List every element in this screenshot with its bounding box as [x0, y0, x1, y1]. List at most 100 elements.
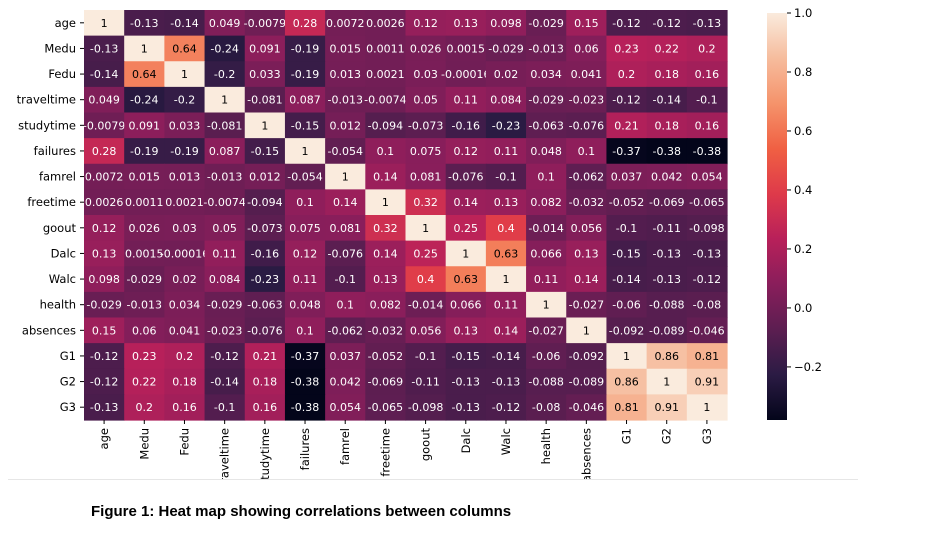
- cell-value-label: -0.37: [291, 350, 319, 363]
- cell-value-label: 0.05: [212, 222, 237, 235]
- cell-value-label: 0.14: [494, 324, 519, 337]
- heatmap-cell: [244, 35, 286, 62]
- cell-value-label: -0.1: [415, 350, 436, 363]
- cell-value-label: -0.094: [247, 196, 282, 209]
- heatmap-cell: [284, 189, 326, 216]
- heatmap-cell: [606, 266, 648, 293]
- heatmap-cell: [164, 266, 206, 293]
- cell-value-label: -0.0079: [83, 119, 125, 132]
- cell-value-label: -0.054: [327, 145, 362, 158]
- cell-value-label: 0.11: [534, 273, 559, 286]
- heatmap-cell: [606, 215, 648, 242]
- cell-value-label: 0.21: [253, 350, 278, 363]
- heatmap-cell: [606, 10, 648, 37]
- colorbar-tick-label: 0.6: [794, 124, 812, 138]
- cell-value-label: -0.2: [174, 94, 195, 107]
- cell-value-label: 0.11: [494, 145, 519, 158]
- heatmap-cell: [284, 317, 326, 344]
- heatmap-cell: [84, 394, 125, 421]
- heatmap-cell: [84, 112, 125, 139]
- heatmap-cell: [284, 163, 326, 190]
- heatmap-cell: [124, 86, 165, 114]
- cell-value-label: -0.14: [612, 273, 640, 286]
- cell-value-label: -0.00016: [441, 68, 490, 81]
- cell-value-label: -0.013: [127, 299, 162, 312]
- heatmap-cell: [445, 189, 487, 216]
- heatmap-cell: [204, 240, 246, 267]
- heatmap-cell: [606, 368, 648, 395]
- heatmap-cell: [566, 317, 608, 344]
- cell-value-label: 1: [703, 401, 710, 414]
- heatmap-cell: [686, 215, 728, 242]
- x-tick-label: absences: [579, 428, 593, 480]
- y-tick-label: Medu: [44, 41, 76, 55]
- cell-value-label: 0.15: [92, 324, 117, 337]
- cell-value-label: 0.11: [212, 247, 237, 260]
- y-tick-label: G2: [60, 375, 76, 389]
- heatmap-cell: [284, 343, 326, 370]
- heatmap-cell: [526, 266, 567, 293]
- heatmap-cell: [646, 317, 688, 344]
- heatmap-cell: [686, 189, 728, 216]
- cell-value-label: 0.042: [651, 171, 683, 184]
- cell-value-label: 0.015: [329, 42, 361, 55]
- heatmap-cell: [485, 215, 527, 242]
- cell-value-label: 0.026: [410, 42, 442, 55]
- heatmap-cell: [84, 368, 125, 395]
- heatmap-cell: [445, 86, 487, 114]
- heatmap-cell: [284, 61, 326, 88]
- heatmap-cell: [686, 138, 728, 165]
- cell-value-label: 0.13: [454, 324, 479, 337]
- heatmap-cell: [405, 163, 447, 190]
- heatmap-cell: [485, 343, 527, 370]
- heatmap-cell: [686, 163, 728, 190]
- heatmap-cell: [84, 266, 125, 293]
- cell-value-label: -0.098: [689, 222, 724, 235]
- y-tick-label: freetime: [27, 195, 76, 209]
- heatmap-cell: [485, 368, 527, 395]
- heatmap-cell: [244, 215, 286, 242]
- heatmap-cell: [646, 112, 688, 139]
- cell-value-label: 1: [543, 299, 550, 312]
- heatmap-cell: [566, 86, 608, 114]
- heatmap-cell: [365, 138, 407, 165]
- colorbar: [767, 13, 787, 420]
- cell-value-label: -0.1: [495, 171, 516, 184]
- cell-value-label: 1: [382, 196, 389, 209]
- heatmap-cell: [566, 291, 608, 319]
- y-tick-label: health: [40, 298, 76, 312]
- heatmap-cell: [606, 61, 648, 88]
- x-tick-label: famrel: [338, 428, 352, 465]
- cell-value-label: -0.029: [207, 299, 242, 312]
- heatmap-cell: [284, 112, 326, 139]
- heatmap-cell: [405, 10, 447, 37]
- cell-value-label: 0.22: [132, 376, 157, 389]
- cell-value-label: -0.16: [251, 247, 279, 260]
- heatmap-cell: [204, 35, 246, 62]
- cell-value-label: -0.12: [612, 94, 640, 107]
- cell-value-label: -0.0079: [244, 17, 286, 30]
- heatmap-cell: [566, 343, 608, 370]
- cell-value-label: 0.14: [373, 247, 398, 260]
- heatmap-cell: [526, 215, 567, 242]
- cell-value-label: -0.19: [170, 145, 198, 158]
- heatmap-cell: [124, 10, 165, 37]
- cell-value-label: 0.03: [413, 68, 438, 81]
- heatmap-cell: [445, 266, 487, 293]
- heatmap-cell: [325, 317, 366, 344]
- cell-value-label: 0.28: [293, 17, 318, 30]
- heatmap-cell: [606, 343, 648, 370]
- cell-value-label: -0.13: [693, 17, 721, 30]
- heatmap-cell: [365, 368, 407, 395]
- cell-value-label: 0.098: [490, 17, 522, 30]
- cell-value-label: -0.14: [90, 68, 118, 81]
- heatmap-cell: [365, 10, 407, 37]
- cell-value-label: 1: [261, 119, 268, 132]
- colorbar-tick-label: 0.4: [794, 183, 812, 197]
- cell-value-label: -0.094: [368, 119, 403, 132]
- heatmap-cell: [606, 112, 648, 139]
- heatmap-cell: [405, 343, 447, 370]
- heatmap-cell: [325, 240, 366, 267]
- heatmap-cell: [164, 61, 206, 88]
- cell-value-label: 0.14: [574, 273, 599, 286]
